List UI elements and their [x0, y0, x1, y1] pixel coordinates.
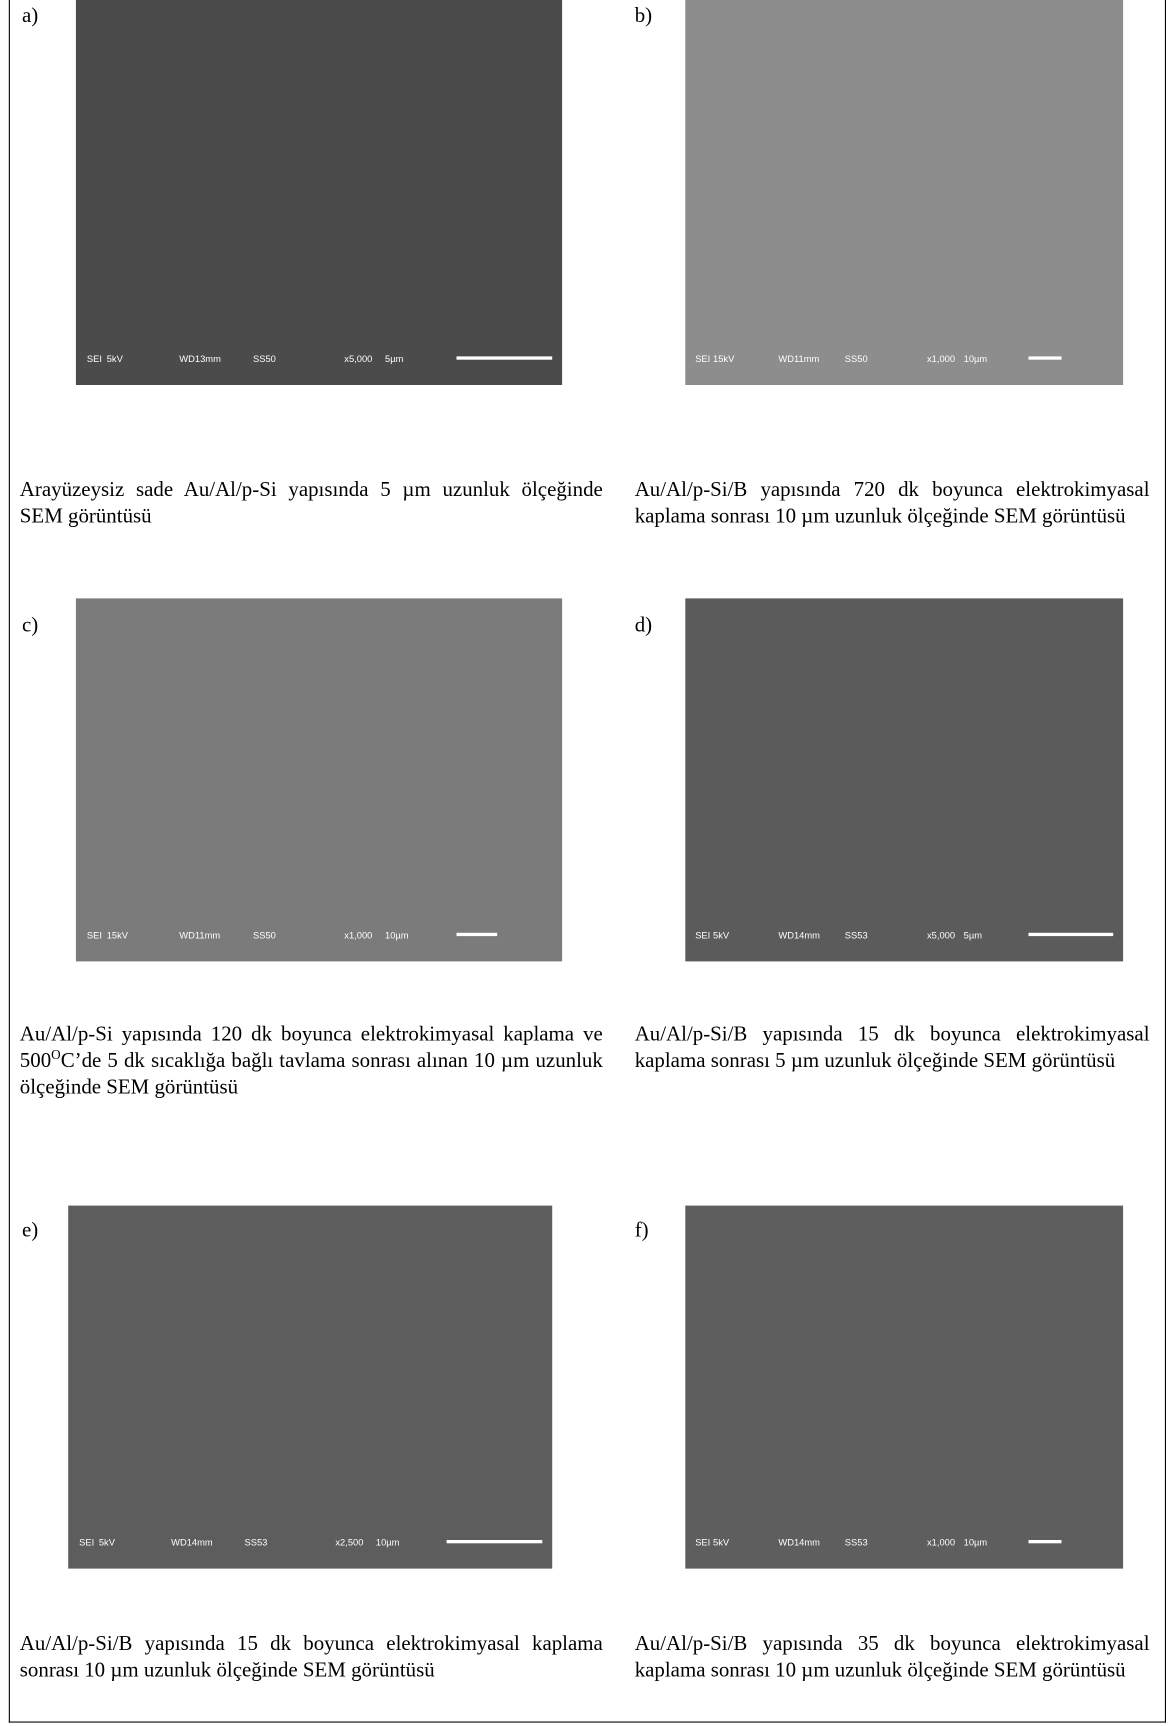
scale-bar — [1028, 1540, 1062, 1544]
sem-info: SEI — [86, 929, 102, 941]
sem-info: 10µm — [963, 1536, 988, 1548]
panel-label: f) — [634, 1218, 649, 1242]
scale-bar — [456, 932, 498, 937]
panel-label: d) — [634, 613, 653, 637]
sem-info: 10µm — [385, 929, 409, 941]
sem-info: WD14mm — [778, 929, 820, 941]
frame — [8, 0, 1166, 1723]
sem-info: SS53 — [844, 929, 868, 941]
sem-info: WD14mm — [778, 1536, 820, 1548]
caption: Au/Al/p-Si/B yapısında 15 dk boyunca ele… — [635, 1022, 1150, 1075]
sem-image: SEI 5kV WD13mm SS50 x5,000 5µm — [75, 0, 563, 385]
sem-info: SS50 — [844, 353, 868, 365]
caption: Arayüzeysiz sade Au/Al/p-Si yapısında 5 … — [20, 477, 603, 530]
sem-info: 10µm — [963, 353, 988, 365]
sem-info: SEI — [79, 1536, 95, 1548]
caption: Au/Al/p-Si/B yapısında 15 dk boyunca ele… — [20, 1631, 603, 1684]
sem-info: SS53 — [844, 1536, 868, 1548]
caption-text: Au/Al/p-Si/B yapısında 720 dk boyunca el… — [634, 478, 1150, 529]
sem-info: x1,000 — [926, 1536, 956, 1548]
caption-text: C’de 5 dk sıcaklığa bağlı tavlama sonras… — [19, 1049, 603, 1099]
sem-info: WD11mm — [179, 929, 221, 941]
superscript: O — [51, 1046, 61, 1063]
sem-info: SEI — [695, 1536, 711, 1548]
sem-info: WD11mm — [778, 353, 820, 365]
sem-info: x5,000 — [344, 353, 373, 365]
sem-info: WD14mm — [171, 1536, 213, 1548]
sem-info: 5kV — [713, 929, 730, 941]
sem-image: SEI 5kV WD14mm SS53 x1,000 10µm — [685, 1205, 1124, 1569]
sem-info: SS53 — [244, 1536, 268, 1548]
sem-info: SS50 — [253, 353, 276, 365]
sem-info: WD13mm — [179, 353, 221, 365]
caption: Au/Al/p-Si yapısında 120 dk boyunca elek… — [20, 1022, 603, 1101]
caption-text: Arayüzeysiz sade Au/Al/p-Si yapısında 5 … — [19, 478, 603, 529]
sem-info: x5,000 — [926, 929, 956, 941]
sem-info: x2,500 — [335, 1536, 364, 1548]
sem-image: SEI 5kV WD14mm SS53 x5,000 5µm — [685, 598, 1124, 962]
panel-label: a) — [22, 4, 39, 28]
sem-image: SEI 15kV WD11mm SS50 x1,000 10µm — [685, 0, 1124, 385]
caption-text: Au/Al/p-Si/B yapısında 15 dk boyunca ele… — [634, 1023, 1150, 1073]
caption: Au/Al/p-Si/B yapısında 720 dk boyunca el… — [635, 477, 1150, 530]
scale-bar — [447, 1540, 543, 1544]
caption: Au/Al/p-Si/B yapısında 35 dk boyunca ele… — [635, 1631, 1150, 1684]
sem-info: 5kV — [98, 1536, 115, 1548]
sem-info: 5µm — [385, 353, 404, 365]
panel-label: b) — [634, 4, 653, 28]
sem-image: SEI 15kV WD11mm SS50 x1,000 10µm — [75, 598, 563, 962]
sem-info: 5µm — [963, 929, 983, 941]
sem-info: x1,000 — [344, 929, 373, 941]
sem-info: 5kV — [713, 1536, 730, 1548]
caption-text: Au/Al/p-Si/B yapısında 15 dk boyunca ele… — [19, 1632, 603, 1682]
sem-info: SEI — [86, 353, 102, 365]
panel-label: c) — [22, 613, 39, 637]
scale-bar — [1028, 356, 1062, 360]
sem-info: SEI — [695, 929, 711, 941]
sem-info: 15kV — [713, 353, 735, 365]
sem-info: 5kV — [106, 353, 123, 365]
panel-label: e) — [22, 1218, 39, 1242]
sem-info: x1,000 — [926, 353, 956, 365]
scale-bar — [456, 356, 553, 360]
caption-text: Au/Al/p-Si yapısında 120 dk boyunca elek… — [19, 1023, 603, 1073]
sem-image: SEI 5kV WD14mm SS53 x2,500 10µm — [68, 1205, 553, 1569]
sem-info: SS50 — [253, 929, 276, 941]
scale-bar — [1028, 932, 1113, 937]
sem-info: 10µm — [375, 1536, 400, 1548]
caption-text: Au/Al/p-Si/B yapısında 35 dk boyunca ele… — [634, 1632, 1150, 1682]
sem-info: 15kV — [106, 929, 129, 941]
sem-info: SEI — [695, 353, 711, 365]
